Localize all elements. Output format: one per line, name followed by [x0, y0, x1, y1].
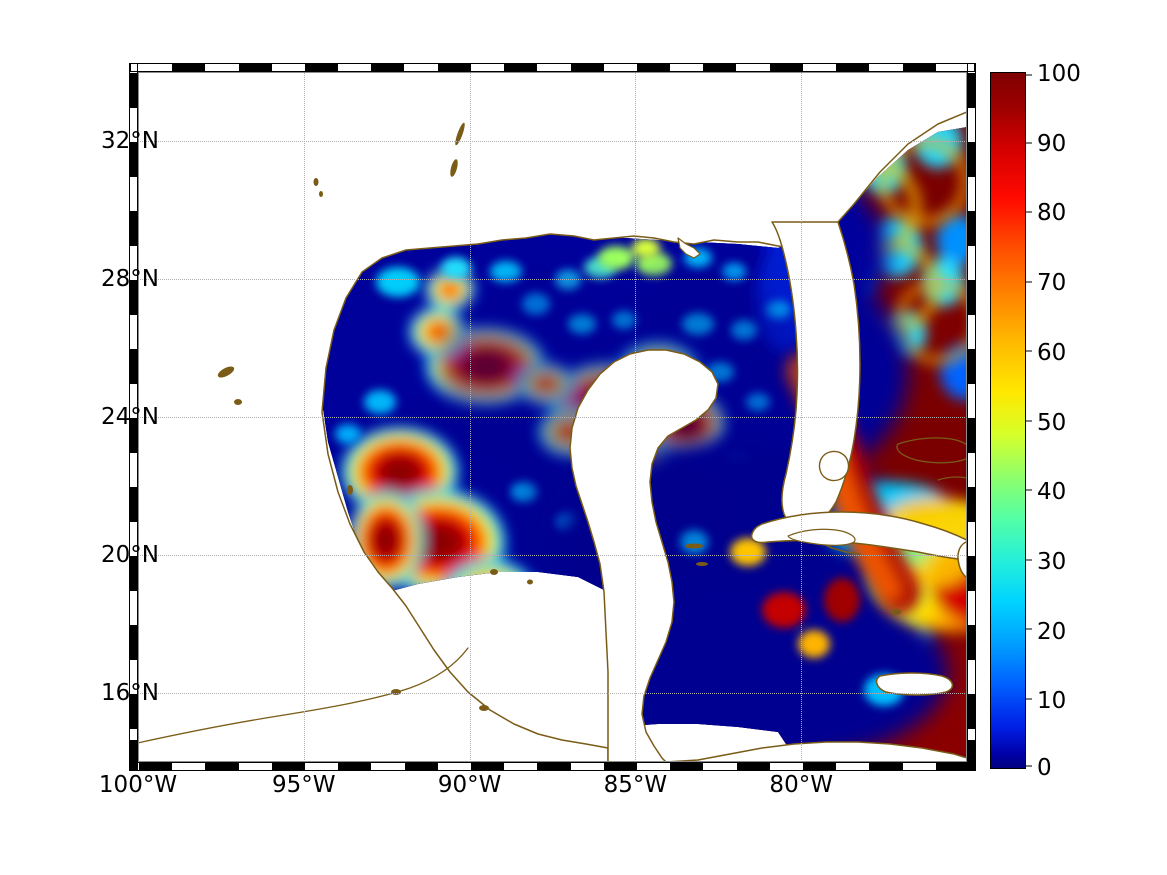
colorbar-label-50: 50	[1037, 409, 1067, 436]
colorbar-tick-70	[1025, 281, 1032, 282]
gridline-lat-20	[138, 555, 967, 556]
colorbar-label-40: 40	[1037, 479, 1067, 506]
colorbar-label-30: 30	[1037, 548, 1067, 575]
gridline-lat-28	[138, 279, 967, 280]
colorbar-label-70: 70	[1037, 270, 1067, 297]
map-heatmap	[138, 72, 967, 762]
colorbar-tick-100	[1025, 74, 1032, 76]
colorbar-tick-80	[1025, 211, 1032, 213]
colorbar-label-10: 10	[1037, 688, 1067, 715]
gridline-lat-32	[138, 141, 967, 142]
lon-tick-95: 95°W	[272, 772, 336, 798]
colorbar-label-20: 20	[1037, 618, 1067, 645]
colorbar-tick-20	[1025, 628, 1032, 630]
colorbar-label-80: 80	[1037, 200, 1067, 227]
colorbar[interactable]	[990, 72, 1032, 769]
coastlines	[138, 72, 967, 762]
colorbar-tick-50	[1025, 420, 1032, 421]
gridline-lat-24	[138, 417, 967, 418]
colorbar-label-0: 0	[1037, 755, 1052, 781]
lon-tick-85: 85°W	[603, 772, 668, 798]
colorbar-tick-10	[1025, 698, 1032, 699]
gridline-lat-16	[138, 693, 967, 694]
lon-tick-100: 100°W	[98, 772, 178, 798]
colorbar-tick-0	[1025, 765, 1032, 767]
map-data-clip	[138, 72, 967, 762]
lon-tick-80: 80°W	[769, 772, 833, 798]
lat-tick-16: 16°N	[101, 680, 159, 706]
colorbar-tick-40	[1025, 489, 1032, 491]
colorbar-label-60: 60	[1037, 339, 1067, 366]
lat-tick-24: 24°N	[101, 404, 159, 430]
map-border-bottom	[130, 762, 975, 771]
lat-tick-20: 20°N	[101, 542, 159, 568]
map-border-top	[130, 63, 975, 72]
colorbar-label-100: 100	[1037, 61, 1081, 87]
colorbar-gradient	[991, 73, 1032, 768]
map-axes[interactable]	[129, 63, 976, 771]
lat-tick-32: 32°N	[101, 128, 159, 154]
map-border-right	[967, 63, 976, 771]
lon-tick-90: 90°W	[437, 772, 502, 798]
colorbar-tick-60	[1025, 350, 1032, 352]
lat-tick-28: 28°N	[101, 266, 159, 292]
map-border-left	[129, 63, 138, 771]
colorbar-tick-90	[1025, 142, 1032, 143]
colorbar-tick-30	[1025, 559, 1032, 560]
colorbar-label-90: 90	[1037, 130, 1067, 157]
